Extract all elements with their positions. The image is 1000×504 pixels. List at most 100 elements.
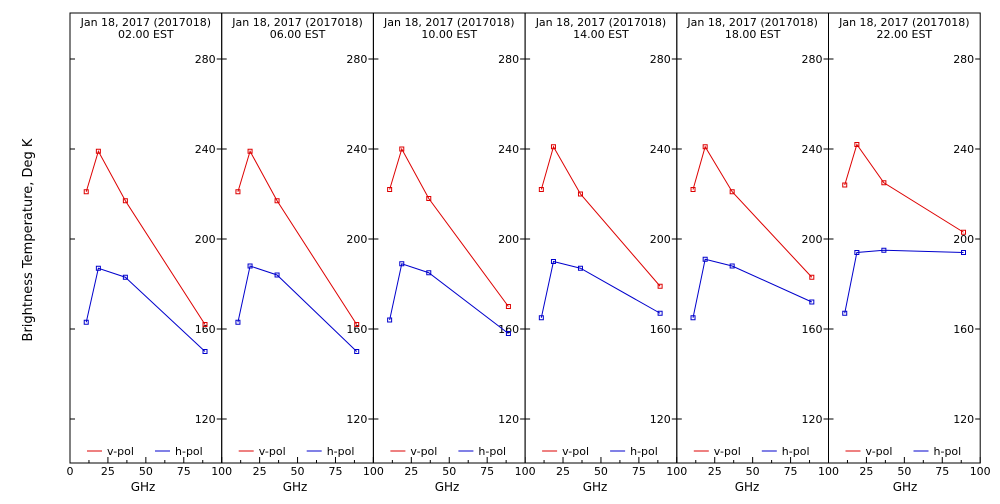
panel-subtitle: 14.00 EST: [573, 28, 629, 41]
data-point-vpol: [961, 229, 967, 235]
legend-label-hpol: h-pol: [327, 445, 355, 458]
y-tick-label: 120: [498, 413, 519, 426]
x-axis-label: GHz: [735, 480, 760, 494]
x-axis-label: GHz: [893, 480, 918, 494]
data-point-vpol: [247, 148, 253, 154]
data-point-hpol: [729, 263, 735, 269]
x-tick-label: 50: [594, 465, 608, 478]
data-point-vpol: [426, 196, 432, 201]
data-point-hpol: [690, 315, 696, 321]
legend-label-vpol: v-pol: [410, 445, 437, 458]
data-point-vpol: [399, 146, 405, 152]
y-axis-label: Brightness Temperature, Deg K: [21, 138, 36, 341]
data-point-vpol: [505, 304, 511, 309]
data-point-hpol: [387, 317, 393, 323]
y-tick-label: 280: [346, 53, 367, 66]
data-point-vpol: [690, 187, 696, 192]
legend-label-vpol: v-pol: [562, 445, 589, 458]
x-tick-label: 50: [442, 465, 456, 478]
y-tick-label: 280: [953, 53, 974, 66]
y-tick-label: 240: [498, 143, 519, 156]
y-tick-label: 120: [346, 413, 367, 426]
x-tick-label: 75: [632, 465, 646, 478]
y-tick-label: 240: [346, 143, 367, 156]
data-point-hpol: [122, 274, 128, 280]
data-point-vpol: [657, 283, 663, 289]
data-point-vpol: [729, 189, 735, 195]
x-tick-label: 25: [101, 465, 115, 478]
y-tick-label: 280: [498, 53, 519, 66]
panel-title: Jan 18, 2017 (2017018): [838, 16, 970, 29]
data-point-vpol: [274, 198, 280, 204]
data-point-vpol: [702, 144, 708, 150]
panel-4: Jan 18, 2017 (2017018)14.00 EST 120 160 200…: [524, 12, 687, 494]
y-tick-label: 280: [650, 53, 671, 66]
data-point-hpol: [961, 250, 967, 255]
panel-title: Jan 18, 2017 (2017018): [535, 16, 667, 29]
x-tick-label: 50: [897, 465, 911, 478]
series-line-hpol: [237, 265, 358, 352]
data-point-vpol: [387, 187, 393, 192]
y-tick-label: 160: [498, 323, 519, 336]
y-tick-label: 160: [346, 323, 367, 336]
x-tick-label: 50: [139, 465, 153, 478]
x-tick-label: 25: [253, 465, 267, 478]
legend-label-hpol: h-pol: [934, 445, 962, 458]
data-point-vpol: [550, 144, 556, 150]
data-point-vpol: [83, 189, 89, 195]
data-point-hpol: [247, 263, 253, 269]
x-tick-label: 50: [291, 465, 305, 478]
panel-6: Jan 18, 2017 (2017018)22.00 EST 120 160 200…: [828, 12, 991, 494]
panel-subtitle: 06.00 EST: [270, 28, 326, 41]
x-axis-label: GHz: [583, 480, 608, 494]
panel-1: Jan 18, 2017 (2017018)02.00 EST 120 160 200…: [67, 12, 232, 494]
data-point-hpol: [235, 319, 241, 325]
y-tick-label: 280: [802, 53, 823, 66]
panel-title: Jan 18, 2017 (2017018): [686, 16, 818, 29]
y-tick-label: 200: [498, 233, 519, 246]
data-point-hpol: [881, 247, 887, 253]
legend-label-hpol: h-pol: [630, 445, 658, 458]
y-tick-label: 240: [195, 143, 216, 156]
y-tick-label: 240: [802, 143, 823, 156]
data-point-hpol: [202, 349, 208, 354]
y-tick-label: 200: [195, 233, 216, 246]
y-tick-label: 120: [802, 413, 823, 426]
x-tick-label: 100: [211, 465, 232, 478]
data-point-vpol: [809, 274, 815, 280]
legend-label-hpol: h-pol: [782, 445, 810, 458]
panel-5: Jan 18, 2017 (2017018)18.00 EST 120 160 200…: [676, 12, 839, 494]
x-tick-label: 100: [363, 465, 384, 478]
x-axis-label: GHz: [131, 480, 156, 494]
data-point-hpol: [657, 310, 663, 316]
data-point-hpol: [702, 256, 708, 262]
y-tick-label: 120: [195, 413, 216, 426]
data-point-hpol: [426, 270, 432, 276]
panel-3: Jan 18, 2017 (2017018)10.00 EST 120 160 200…: [372, 12, 536, 494]
y-tick-label: 120: [953, 413, 974, 426]
data-point-hpol: [274, 272, 280, 278]
legend-label-vpol: v-pol: [866, 445, 893, 458]
x-tick-label: 100: [818, 465, 839, 478]
series-line-hpol: [844, 249, 964, 314]
y-tick-label: 120: [650, 413, 671, 426]
data-point-vpol: [842, 182, 848, 188]
series-line-hpol: [85, 267, 206, 352]
panel-title: Jan 18, 2017 (2017018): [80, 16, 212, 29]
x-tick-label: 75: [784, 465, 798, 478]
x-tick-label: 25: [556, 465, 570, 478]
data-point-vpol: [854, 142, 860, 147]
x-tick-label: 100: [970, 465, 991, 478]
legend-label-vpol: v-pol: [107, 445, 134, 458]
data-point-hpol: [95, 265, 101, 271]
y-tick-label: 200: [650, 233, 671, 246]
data-point-hpol: [505, 331, 511, 336]
series-line-vpol: [692, 145, 813, 278]
x-tick-label: 75: [177, 465, 191, 478]
data-point-vpol: [881, 180, 887, 186]
y-tick-label: 160: [195, 323, 216, 336]
x-axis-label: GHz: [283, 480, 308, 494]
panel-2: Jan 18, 2017 (2017018)06.00 EST 120 160 200…: [221, 12, 384, 494]
